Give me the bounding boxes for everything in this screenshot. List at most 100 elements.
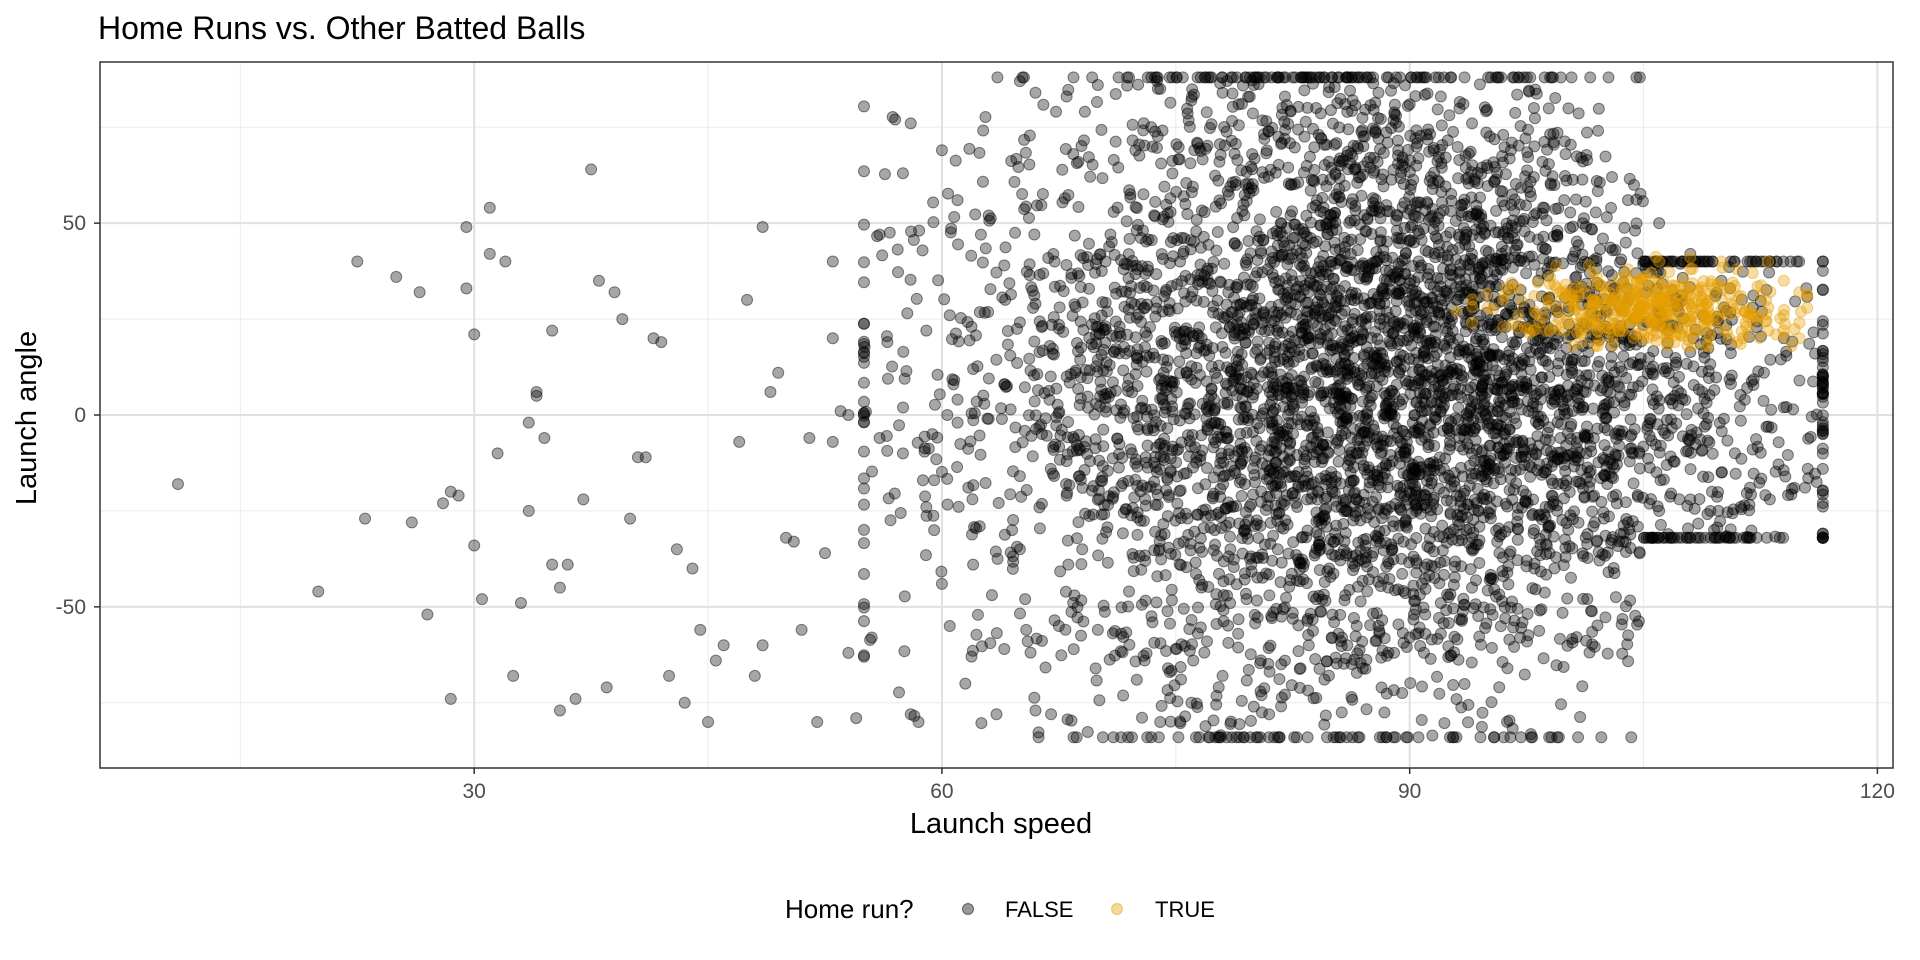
point-false xyxy=(1444,588,1457,601)
point-false xyxy=(1179,198,1192,211)
point-false xyxy=(1306,347,1319,360)
point-false xyxy=(1481,162,1494,175)
point-false xyxy=(1321,565,1334,578)
point-false xyxy=(1341,639,1354,652)
point-false xyxy=(1072,428,1085,441)
point-false xyxy=(1576,259,1589,272)
point-false xyxy=(1410,124,1423,137)
point-false xyxy=(1390,295,1403,308)
point-false xyxy=(639,451,652,464)
point-false xyxy=(1282,408,1295,421)
point-false xyxy=(1290,731,1303,744)
point-false xyxy=(1777,332,1790,345)
point-false xyxy=(1146,140,1159,153)
point-false xyxy=(1604,279,1617,292)
point-false xyxy=(976,175,989,188)
point-false xyxy=(1218,121,1231,134)
point-false xyxy=(1201,262,1214,275)
point-false xyxy=(1300,209,1313,222)
point-false xyxy=(1586,505,1599,518)
point-false xyxy=(1108,649,1121,662)
point-false xyxy=(787,535,800,548)
point-false xyxy=(1534,410,1547,423)
point-false xyxy=(1161,510,1174,523)
point-false xyxy=(1275,520,1288,533)
point-false xyxy=(1496,185,1509,198)
point-false xyxy=(1048,255,1061,268)
point-false xyxy=(1458,71,1471,84)
point-false xyxy=(1417,222,1430,235)
point-false xyxy=(1433,611,1446,624)
point-false xyxy=(1444,204,1457,217)
point-false xyxy=(1344,476,1357,489)
point-false xyxy=(1270,225,1283,238)
point-false xyxy=(1447,731,1460,744)
point-false xyxy=(1084,170,1097,183)
point-false xyxy=(1659,365,1672,378)
point-false xyxy=(1244,648,1257,661)
point-false xyxy=(1240,593,1253,606)
point-false xyxy=(1316,438,1329,451)
point-false xyxy=(1158,290,1171,303)
point-false xyxy=(1098,508,1111,521)
point-false xyxy=(964,435,977,448)
point-false xyxy=(1115,731,1128,744)
point-false xyxy=(1816,355,1829,368)
point-false xyxy=(1484,603,1497,616)
point-false xyxy=(1545,71,1558,84)
point-false xyxy=(1293,681,1306,694)
point-false xyxy=(1456,305,1469,318)
point-false xyxy=(1515,358,1528,371)
point-false xyxy=(1433,687,1446,700)
point-false xyxy=(1263,444,1276,457)
point-false xyxy=(1452,534,1465,547)
point-false xyxy=(1524,346,1537,359)
point-false xyxy=(1335,390,1348,403)
point-false xyxy=(1176,275,1189,288)
point-false xyxy=(1375,651,1388,664)
point-false xyxy=(1139,267,1152,280)
point-false xyxy=(1684,255,1697,268)
point-false xyxy=(460,220,473,233)
point-false xyxy=(1275,136,1288,149)
point-false xyxy=(1627,477,1640,490)
point-false xyxy=(1816,409,1829,422)
point-false xyxy=(1522,629,1535,642)
point-false xyxy=(1579,531,1592,544)
point-false xyxy=(1177,467,1190,480)
point-false xyxy=(1028,395,1041,408)
point-false xyxy=(1816,422,1829,435)
point-false xyxy=(1521,146,1534,159)
point-false xyxy=(1245,299,1258,312)
point-false xyxy=(1702,372,1715,385)
point-false xyxy=(1706,447,1719,460)
point-false xyxy=(1483,130,1496,143)
point-false xyxy=(1209,538,1222,551)
point-false xyxy=(1135,598,1148,611)
point-false xyxy=(1073,399,1086,412)
point-false xyxy=(1503,423,1516,436)
point-false xyxy=(1476,381,1489,394)
point-false xyxy=(530,385,543,398)
point-false xyxy=(1223,444,1236,457)
point-false xyxy=(1372,290,1385,303)
point-false xyxy=(1431,103,1444,116)
point-false xyxy=(1256,166,1269,179)
point-false xyxy=(1074,353,1087,366)
point-false xyxy=(1517,380,1530,393)
point-false xyxy=(1514,731,1527,744)
point-false xyxy=(1360,703,1373,716)
point-false xyxy=(1033,420,1046,433)
point-false xyxy=(1214,482,1227,495)
point-false xyxy=(1230,353,1243,366)
point-false xyxy=(1236,547,1249,560)
point-false xyxy=(857,317,870,330)
point-false xyxy=(1467,513,1480,526)
point-false xyxy=(963,334,976,347)
point-false xyxy=(1543,370,1556,383)
point-false xyxy=(1630,217,1643,230)
point-false xyxy=(1296,391,1309,404)
point-false xyxy=(927,196,940,209)
point-false xyxy=(1494,620,1507,633)
point-false xyxy=(857,472,870,485)
